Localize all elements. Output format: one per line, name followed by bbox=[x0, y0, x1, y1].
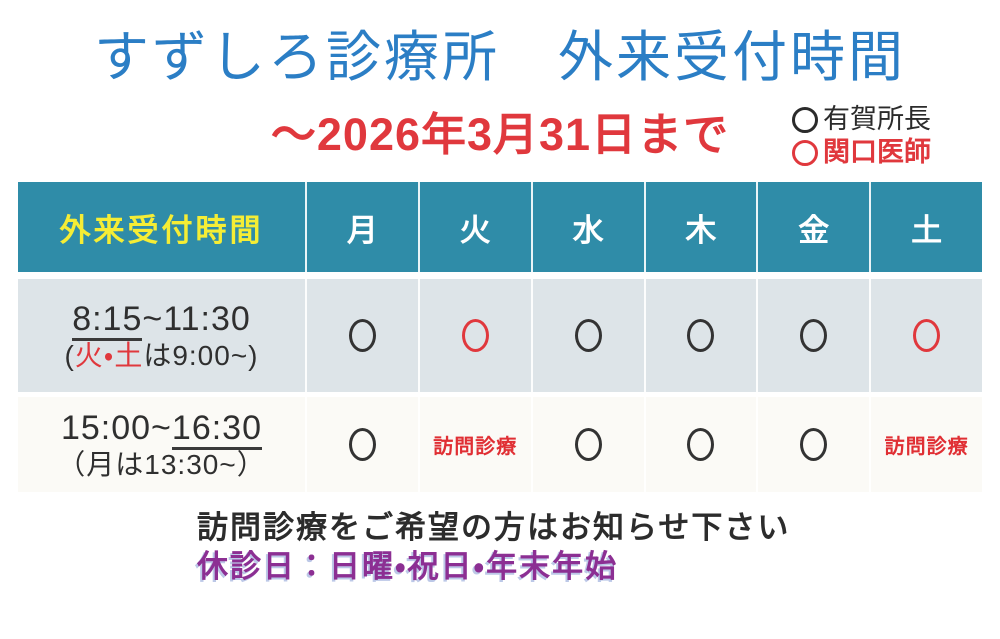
header-day-mon: 月 bbox=[305, 182, 418, 272]
closed-days-note: 休診日：日曜・祝日・年末年始 bbox=[197, 549, 619, 584]
cell-morning-sat bbox=[869, 279, 982, 392]
day-wed-label: 水 bbox=[572, 212, 604, 248]
table-row-afternoon: 15:00~16:30 （月は13:30~） 訪問診療 訪問診療 bbox=[18, 397, 982, 492]
day-sat-label: 土 bbox=[911, 212, 943, 248]
note-red-days: 火・土 bbox=[74, 339, 144, 371]
note-paren-open: ( bbox=[64, 339, 75, 371]
visit-request-note: 訪問診療をご希望の方はお知らせ下さい bbox=[197, 510, 791, 545]
header-label-cell: 外来受付時間 bbox=[18, 182, 305, 272]
cell-afternoon-sat: 訪問診療 bbox=[869, 397, 982, 492]
reception-hours-table: 外来受付時間 月 火 水 木 金 土 8:15~11:30 bbox=[18, 182, 982, 492]
black-circle-mark bbox=[687, 319, 715, 352]
cell-afternoon-wed bbox=[530, 397, 644, 492]
header-day-sat: 土 bbox=[869, 182, 982, 272]
black-circle-mark bbox=[574, 428, 602, 461]
red-circle-icon bbox=[792, 139, 818, 166]
morning-time-underlined: 8:15 bbox=[72, 299, 143, 341]
afternoon-time: 15:00~16:30 bbox=[60, 408, 263, 450]
page-title: すずしろ診療所 外来受付時間 bbox=[93, 26, 906, 88]
cell-morning-wed bbox=[530, 279, 644, 392]
legend-item-director: 有賀所長 bbox=[792, 103, 931, 136]
valid-until-subtitle: ～2026年3月31日まで bbox=[270, 109, 730, 160]
day-fri-label: 金 bbox=[798, 212, 830, 248]
legend-director-label: 有賀所長 bbox=[823, 104, 931, 134]
header-day-thu: 木 bbox=[643, 182, 757, 272]
black-circle-mark bbox=[800, 319, 828, 352]
afternoon-time-rest: 15:00~ bbox=[60, 408, 172, 447]
red-circle-mark bbox=[913, 319, 941, 352]
day-mon-label: 月 bbox=[346, 212, 378, 248]
table-header-row: 外来受付時間 月 火 水 木 金 土 bbox=[18, 182, 982, 272]
red-circle-mark bbox=[461, 319, 489, 352]
afternoon-time-note: （月は13:30~） bbox=[57, 448, 265, 482]
legend-item-doctor: 関口医師 bbox=[792, 136, 931, 169]
cell-morning-mon bbox=[305, 279, 418, 392]
visit-care-label: 訪問診療 bbox=[433, 436, 518, 458]
cell-morning-thu bbox=[643, 279, 757, 392]
black-circle-mark bbox=[574, 319, 602, 352]
afternoon-time-cell: 15:00~16:30 （月は13:30~） bbox=[18, 397, 305, 492]
black-circle-icon bbox=[792, 106, 818, 133]
morning-time-rest: ~11:30 bbox=[142, 299, 251, 338]
header-day-fri: 金 bbox=[756, 182, 869, 272]
cell-afternoon-fri bbox=[756, 397, 869, 492]
afternoon-note-text: （月は13:30~） bbox=[57, 448, 266, 480]
morning-time-cell: 8:15~11:30 (火・土は9:00~) bbox=[18, 279, 305, 392]
visit-care-label: 訪問診療 bbox=[884, 436, 969, 458]
morning-time: 8:15~11:30 bbox=[72, 299, 251, 341]
header-label-text: 外来受付時間 bbox=[59, 212, 264, 248]
header-day-wed: 水 bbox=[530, 182, 644, 272]
header-day-tue: 火 bbox=[417, 182, 531, 272]
day-tue-label: 火 bbox=[459, 212, 491, 248]
cell-afternoon-mon bbox=[305, 397, 418, 492]
cell-afternoon-thu bbox=[643, 397, 757, 492]
note-rest: は9:00~) bbox=[143, 339, 259, 371]
cell-morning-fri bbox=[756, 279, 869, 392]
day-thu-label: 木 bbox=[685, 212, 717, 248]
morning-time-note: (火・土は9:00~) bbox=[64, 339, 258, 373]
black-circle-mark bbox=[687, 428, 715, 461]
doctor-legend: 有賀所長 関口医師 bbox=[792, 103, 931, 169]
afternoon-time-underlined: 16:30 bbox=[171, 408, 263, 450]
legend-doctor-label: 関口医師 bbox=[823, 137, 931, 167]
table-row-morning: 8:15~11:30 (火・土は9:00~) bbox=[18, 279, 982, 392]
black-circle-mark bbox=[800, 428, 828, 461]
cell-morning-tue bbox=[417, 279, 531, 392]
footer-notes: 訪問診療をご希望の方はお知らせ下さい 休診日：日曜・祝日・年末年始 bbox=[197, 508, 790, 586]
black-circle-mark bbox=[348, 428, 376, 461]
cell-afternoon-tue: 訪問診療 bbox=[417, 397, 531, 492]
black-circle-mark bbox=[348, 319, 376, 352]
